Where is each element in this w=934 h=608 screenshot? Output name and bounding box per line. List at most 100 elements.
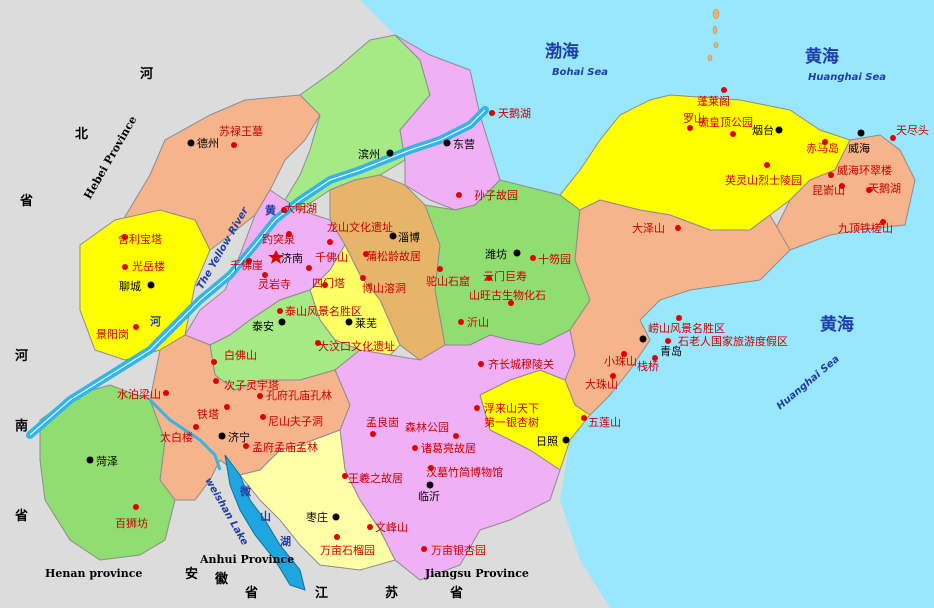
poi-dot[interactable] [281,207,287,213]
poi-dot[interactable] [133,324,139,330]
poi-dot[interactable] [342,473,348,479]
city-dot-dongying[interactable] [443,139,451,147]
poi-dot[interactable] [231,142,237,148]
city-dot-liaocheng[interactable] [147,281,155,289]
poi-dot[interactable] [122,264,128,270]
henan-label-2: 南 [15,418,28,434]
poi-label: 浮来山天下 [484,402,539,415]
poi-dot[interactable] [478,361,484,367]
city-label-binzhou: 滨州 [358,147,380,161]
poi-dot[interactable] [224,404,230,410]
jiangsu-label-en: Jiangsu Province [424,567,529,580]
poi-dot[interactable] [621,351,627,357]
poi-dot[interactable] [367,524,373,530]
city-dot-zibo[interactable] [389,232,397,240]
city-dot-laiwu[interactable] [345,318,353,326]
poi-dot[interactable] [474,405,480,411]
poi-dot[interactable] [133,504,139,510]
henan-label-en: Henan province [45,567,142,580]
poi-label: 大泽山 [632,221,665,235]
city-dot-zaozhuang[interactable] [332,513,340,521]
city-dot-heze[interactable] [86,456,94,464]
poi-label: 第一银杏树 [484,415,539,429]
city-dot-dezhou[interactable] [187,139,195,147]
city-dot-qingdao[interactable] [639,335,647,343]
poi-dot[interactable] [322,282,328,288]
poi-dot[interactable] [839,183,845,189]
poi-dot[interactable] [665,338,671,344]
poi-label: 罗山 [683,112,705,125]
poi-dot[interactable] [652,355,658,361]
poi-label: 尼山夫子洞 [268,415,323,428]
poi-dot[interactable] [890,135,896,141]
poi-dot[interactable] [866,187,872,193]
poi-dot[interactable] [822,139,828,145]
poi-dot[interactable] [508,300,514,306]
city-dot-rizhao[interactable] [562,436,570,444]
poi-dot[interactable] [163,390,169,396]
poi-dot[interactable] [456,192,462,198]
poi-dot[interactable] [246,258,252,264]
poi-label: 驼山石窟 [426,274,470,288]
city-dot-jining[interactable] [218,432,226,440]
city-label-heze: 菏泽 [96,455,118,468]
poi-dot[interactable] [360,275,366,281]
poi-label: 白佛山 [224,348,257,362]
poi-dot[interactable] [730,131,736,137]
poi-dot[interactable] [610,373,616,379]
poi-dot[interactable] [315,340,321,346]
poi-label: 四门塔 [312,276,345,290]
poi-dot[interactable] [412,445,418,451]
city-dot-weifang[interactable] [513,249,521,257]
region-weihai [774,134,916,251]
city-dot-weihai[interactable] [857,129,865,137]
poi-dot[interactable] [530,255,536,261]
city-label-weihai: 威海 [848,141,870,155]
city-markers: 德州 滨州 东营 烟台 威海 济南 淄博 潍坊 莱芜 泰安 聊城 青岛 济宁 菏… [86,123,870,524]
poi-dot[interactable] [243,443,249,449]
poi-dot[interactable] [489,110,495,116]
poi-dot[interactable] [334,534,340,540]
poi-dot[interactable] [675,225,681,231]
poi-dot[interactable] [257,393,263,399]
island [712,8,720,20]
poi-label: 孙子故园 [474,188,518,202]
poi-dot[interactable] [676,315,682,321]
poi-dot[interactable] [458,319,464,325]
poi-dot[interactable] [213,378,219,384]
poi-dot[interactable] [370,431,376,437]
poi-dot[interactable] [721,87,727,93]
poi-dot[interactable] [122,234,128,240]
poi-dot[interactable] [828,172,834,178]
poi-label: 大明湖 [284,201,317,215]
poi-dot[interactable] [421,546,427,552]
poi-dot[interactable] [277,308,283,314]
poi-dot[interactable] [262,272,268,278]
poi-dot[interactable] [486,275,492,281]
poi-dot[interactable] [764,162,770,168]
poi-dot[interactable] [193,424,199,430]
poi-dot[interactable] [286,231,292,237]
poi-label: 赤马岛 [806,141,839,155]
poi-dot[interactable] [687,125,693,131]
poi-dot[interactable] [428,465,434,471]
poi-dot[interactable] [880,219,886,225]
poi-label: 蒲松龄故居 [366,249,421,263]
city-dot-linyi[interactable] [426,481,434,489]
city-dot-binzhou[interactable] [386,149,394,157]
poi-label: 博山溶洞 [362,281,406,295]
poi-dot[interactable] [327,239,333,245]
city-dot-taian[interactable] [278,318,286,326]
city-dot-yantai[interactable] [775,126,783,134]
islands [707,8,720,62]
poi-label: 龙山文化遗址 [327,220,393,234]
poi-dot[interactable] [306,265,312,271]
poi-dot[interactable] [211,359,217,365]
poi-dot[interactable] [260,414,266,420]
poi-dot[interactable] [437,266,443,272]
city-label-rizhao: 日照 [536,435,558,448]
poi-dot[interactable] [581,415,587,421]
poi-dot[interactable] [363,251,369,257]
poi-label: 铁塔 [197,408,219,421]
poi-dot[interactable] [453,433,459,439]
